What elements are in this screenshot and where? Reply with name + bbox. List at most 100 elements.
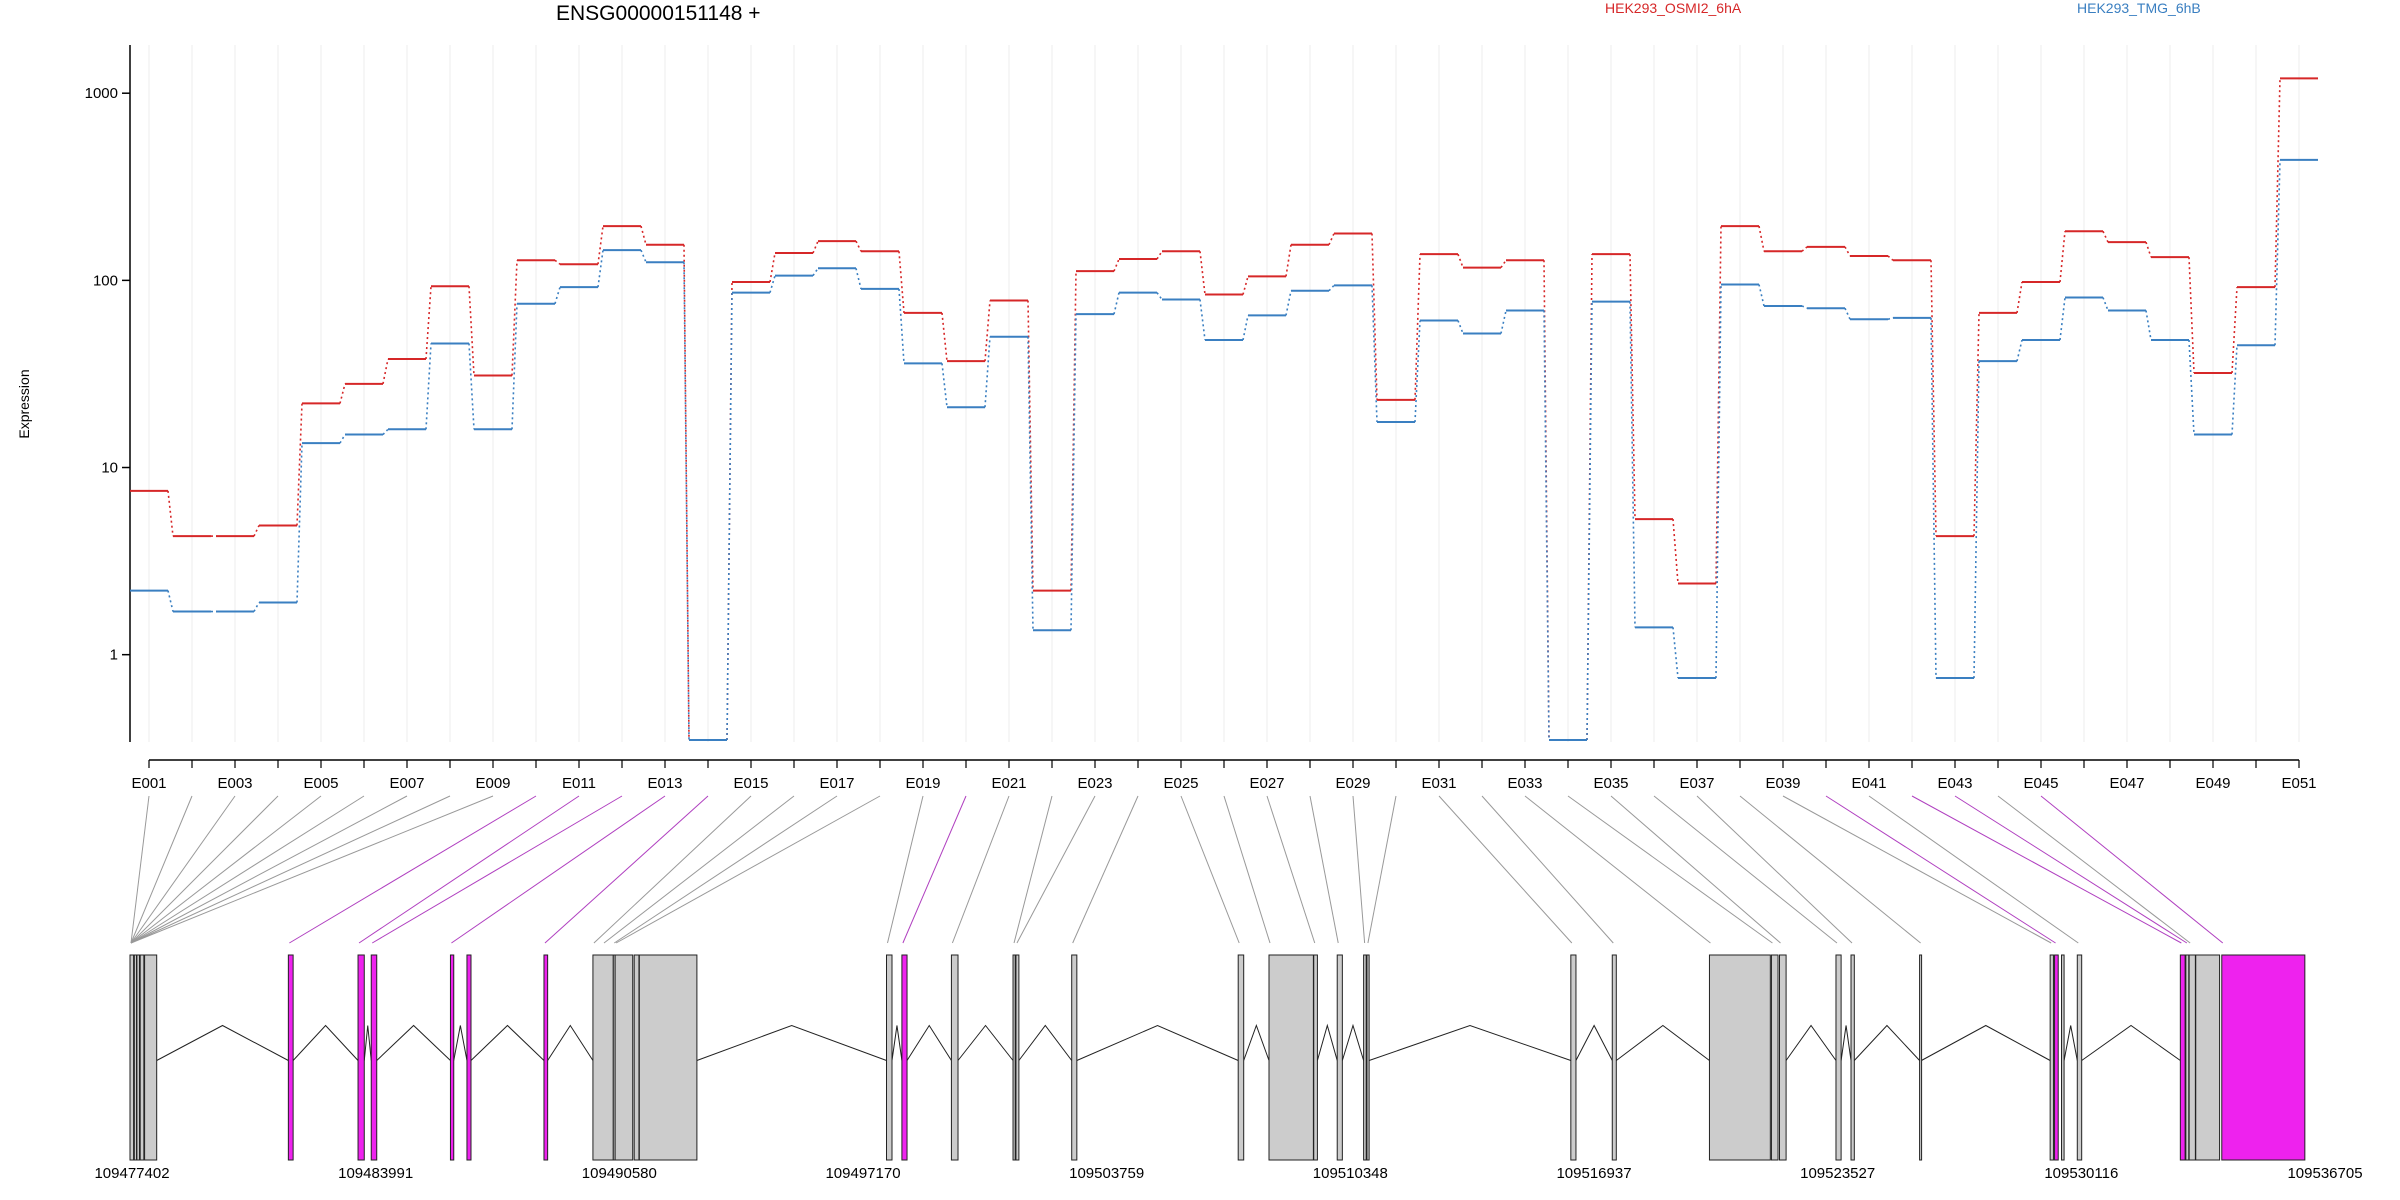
x-tick-label: E025 (1163, 775, 1198, 792)
series-2-connector (855, 268, 862, 290)
series-2-connector (812, 267, 819, 277)
exon-connector-line (2040, 795, 2224, 944)
intron-line (1840, 1025, 1852, 1061)
exon-connector-line (130, 795, 494, 944)
series-1-connector (339, 383, 346, 404)
series-2-connector (640, 249, 647, 263)
x-tick-label: E043 (1937, 775, 1972, 792)
exon-block (1835, 954, 1842, 1161)
intron-line (1341, 1023, 1365, 1061)
exon-block (1313, 954, 1318, 1161)
exon-connector-line (1180, 795, 1240, 944)
exon-block (543, 954, 549, 1161)
series-2-connector (167, 590, 174, 612)
series-2-connector (898, 288, 905, 364)
intron-line (376, 1024, 451, 1061)
series-1-connector (898, 251, 905, 313)
exon-block (614, 954, 634, 1161)
exon-connector-line (1013, 795, 1053, 944)
series-1-connector (1629, 254, 1636, 520)
series-1-connector (812, 240, 819, 254)
series-1-connector (1844, 246, 1851, 257)
x-tick-label: E015 (733, 775, 768, 792)
exon-connector-line (130, 795, 279, 944)
series-2-connector (2016, 339, 2023, 362)
series-1-connector (1672, 519, 1679, 584)
x-tick-label: E035 (1593, 775, 1628, 792)
exon-connector-line (1739, 795, 1921, 944)
exon-connector-line (1072, 795, 1139, 944)
series-2-connector (425, 343, 432, 430)
exon-connector-line (603, 795, 795, 944)
exon-block (1919, 954, 1923, 1161)
exon-connector-line (130, 795, 236, 944)
exon-connector-line (1997, 795, 2191, 944)
exon-block (287, 954, 294, 1161)
intron-line (1018, 1024, 1073, 1061)
series-1-connector (1328, 233, 1335, 246)
series-1-connector (941, 312, 948, 362)
series-2-connector (1887, 317, 1894, 320)
intron-line (696, 1024, 887, 1061)
exon-block (2185, 954, 2190, 1161)
series-2-connector (1113, 292, 1120, 315)
exon-block (633, 954, 640, 1161)
exon-connector-line (130, 795, 150, 944)
exon-connector-line (1782, 795, 2052, 944)
x-tick-label: E017 (819, 775, 854, 792)
series-1-connector (1586, 254, 1593, 741)
exon-connector-line (1438, 795, 1573, 944)
series-1-connector (1156, 250, 1163, 260)
x-tick-label: E041 (1851, 775, 1886, 792)
intron-line (547, 1024, 594, 1061)
exon-connector-line (130, 795, 451, 944)
genomic-coordinate-label: 109510348 (1313, 1165, 1388, 1182)
genomic-coordinate-label: 109490580 (582, 1165, 657, 1182)
x-tick-label: E013 (647, 775, 682, 792)
series-1-connector (1930, 260, 1937, 537)
series-2-connector (1328, 284, 1335, 292)
intron-line (1575, 1024, 1613, 1061)
series-1-connector (253, 525, 260, 537)
exon-block (136, 954, 140, 1161)
exon-connector-line (1352, 795, 1366, 944)
intron-line (1243, 1024, 1270, 1061)
exon-connector-line (614, 795, 838, 944)
exon-block (133, 954, 138, 1161)
chart-title: ENSG00000151148 + (556, 2, 761, 25)
series-2-connector (597, 250, 604, 288)
series-2-connector (683, 262, 690, 741)
series-1-connector (640, 225, 647, 245)
series-1-connector (1113, 258, 1120, 272)
x-tick-label: E033 (1507, 775, 1542, 792)
y-tick-label: 1 (110, 647, 118, 664)
exon-block (1770, 954, 1779, 1161)
exon-block (1708, 954, 1771, 1161)
intron-line (1853, 1024, 1920, 1061)
x-tick-label: E007 (389, 775, 424, 792)
x-tick-label: E047 (2109, 775, 2144, 792)
series-2-connector (2102, 297, 2109, 311)
exon-block (1071, 954, 1078, 1161)
series-1-connector (1285, 244, 1292, 277)
series-2-connector (1758, 284, 1765, 307)
exon-block (1336, 954, 1343, 1161)
intron-line (1316, 1023, 1338, 1061)
exon-connector-line (1367, 795, 1397, 944)
series-1-connector (468, 286, 475, 376)
exon-block (1015, 954, 1020, 1161)
exon-block (1366, 954, 1370, 1161)
series-1-connector (167, 490, 174, 537)
exon-connector-line (130, 795, 193, 944)
exon-block (886, 954, 893, 1161)
series-1-connector (296, 403, 303, 526)
exon-connector-line (1567, 795, 1773, 944)
series-1-connector (2102, 230, 2109, 243)
exon-connector-line (1610, 795, 1781, 944)
intron-line (1616, 1024, 1710, 1061)
series-2-connector (984, 336, 991, 408)
series-1-connector (382, 358, 389, 384)
exon-block (901, 954, 908, 1161)
series-2-connector (1027, 336, 1034, 631)
exon-block (466, 954, 472, 1161)
